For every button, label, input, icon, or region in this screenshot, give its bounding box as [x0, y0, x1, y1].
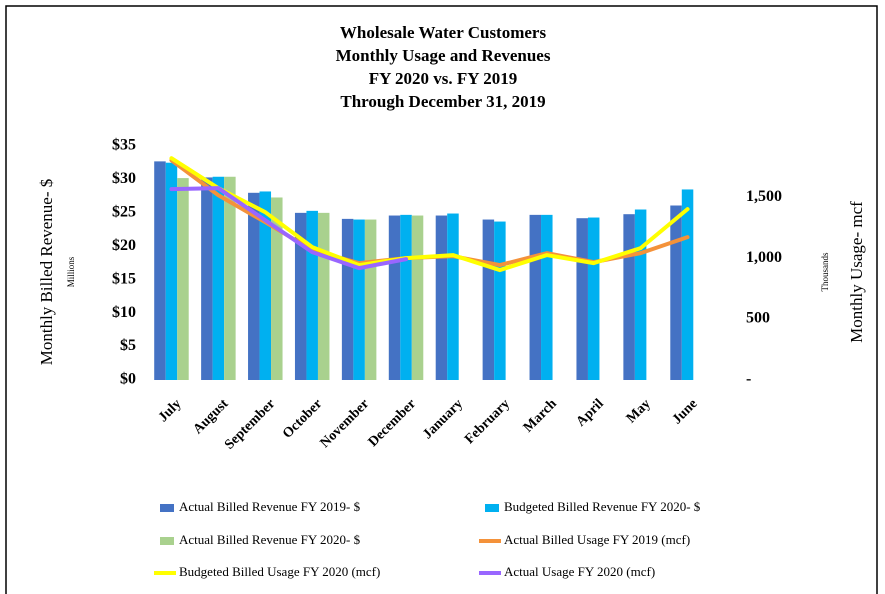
legend-swatch [160, 537, 174, 545]
y2-axis-label: Monthly Usage- mcf [847, 201, 866, 343]
y-tick-label: $0 [120, 371, 136, 388]
y-tick-label: $10 [112, 304, 136, 321]
bar [224, 176, 236, 380]
bar [259, 191, 272, 380]
y-tick-label: $25 [112, 204, 136, 221]
bar [587, 217, 600, 380]
legend-swatch [485, 504, 499, 512]
y2-tick-label: 1,000 [746, 249, 782, 266]
bar [341, 218, 354, 380]
line [169, 156, 690, 273]
y2-tick-label: 500 [746, 310, 770, 327]
bar [634, 209, 647, 380]
bar [388, 215, 401, 380]
chart-title: FY 2020 vs. FY 2019 [369, 69, 517, 88]
bar [271, 197, 283, 380]
y-tick-label: $35 [112, 137, 136, 154]
line [169, 186, 409, 271]
bar [623, 214, 635, 380]
bar [541, 214, 553, 380]
y2-axis-unit: Thousands [820, 252, 830, 291]
legend-label: Actual Billed Usage FY 2019 (mcf) [504, 532, 690, 547]
bar [364, 219, 377, 380]
bar [154, 161, 166, 380]
bar [494, 221, 506, 380]
bar [400, 214, 412, 380]
bar [294, 212, 307, 380]
chart-title: Through December 31, 2019 [340, 92, 545, 111]
bar [177, 178, 189, 380]
y-tick-label: $15 [112, 270, 136, 287]
y-tick-label: $20 [112, 237, 136, 254]
bar [353, 219, 365, 380]
bar [447, 213, 459, 380]
bar [435, 215, 448, 380]
bar [670, 205, 682, 380]
bar [482, 219, 495, 380]
bar [529, 214, 542, 380]
y-axis-label: Monthly Billed Revenue- $ [37, 179, 56, 366]
y-tick-label: $5 [120, 337, 136, 354]
legend-label: Actual Billed Revenue FY 2019- $ [179, 499, 361, 514]
bar [212, 176, 225, 380]
legend-label: Actual Usage FY 2020 (mcf) [504, 564, 655, 579]
legend-swatch [160, 504, 174, 512]
bar [201, 177, 213, 380]
bar [248, 192, 260, 380]
bar [306, 210, 318, 380]
chart-title: Wholesale Water Customers [340, 23, 547, 42]
bar [411, 215, 424, 380]
bar [681, 189, 694, 380]
legend-label: Actual Billed Revenue FY 2020- $ [179, 532, 361, 547]
bar [317, 212, 330, 380]
y2-tick-label: - [746, 371, 751, 388]
y-tick-label: $30 [112, 170, 136, 187]
chart-title: Monthly Usage and Revenues [336, 46, 551, 65]
bar [165, 162, 178, 380]
legend-label: Budgeted Billed Usage FY 2020 (mcf) [179, 564, 380, 579]
y-axis-unit: Millions [66, 256, 76, 287]
legend-label: Budgeted Billed Revenue FY 2020- $ [504, 499, 701, 514]
bar [576, 218, 588, 380]
y2-tick-label: 1,500 [746, 188, 782, 205]
